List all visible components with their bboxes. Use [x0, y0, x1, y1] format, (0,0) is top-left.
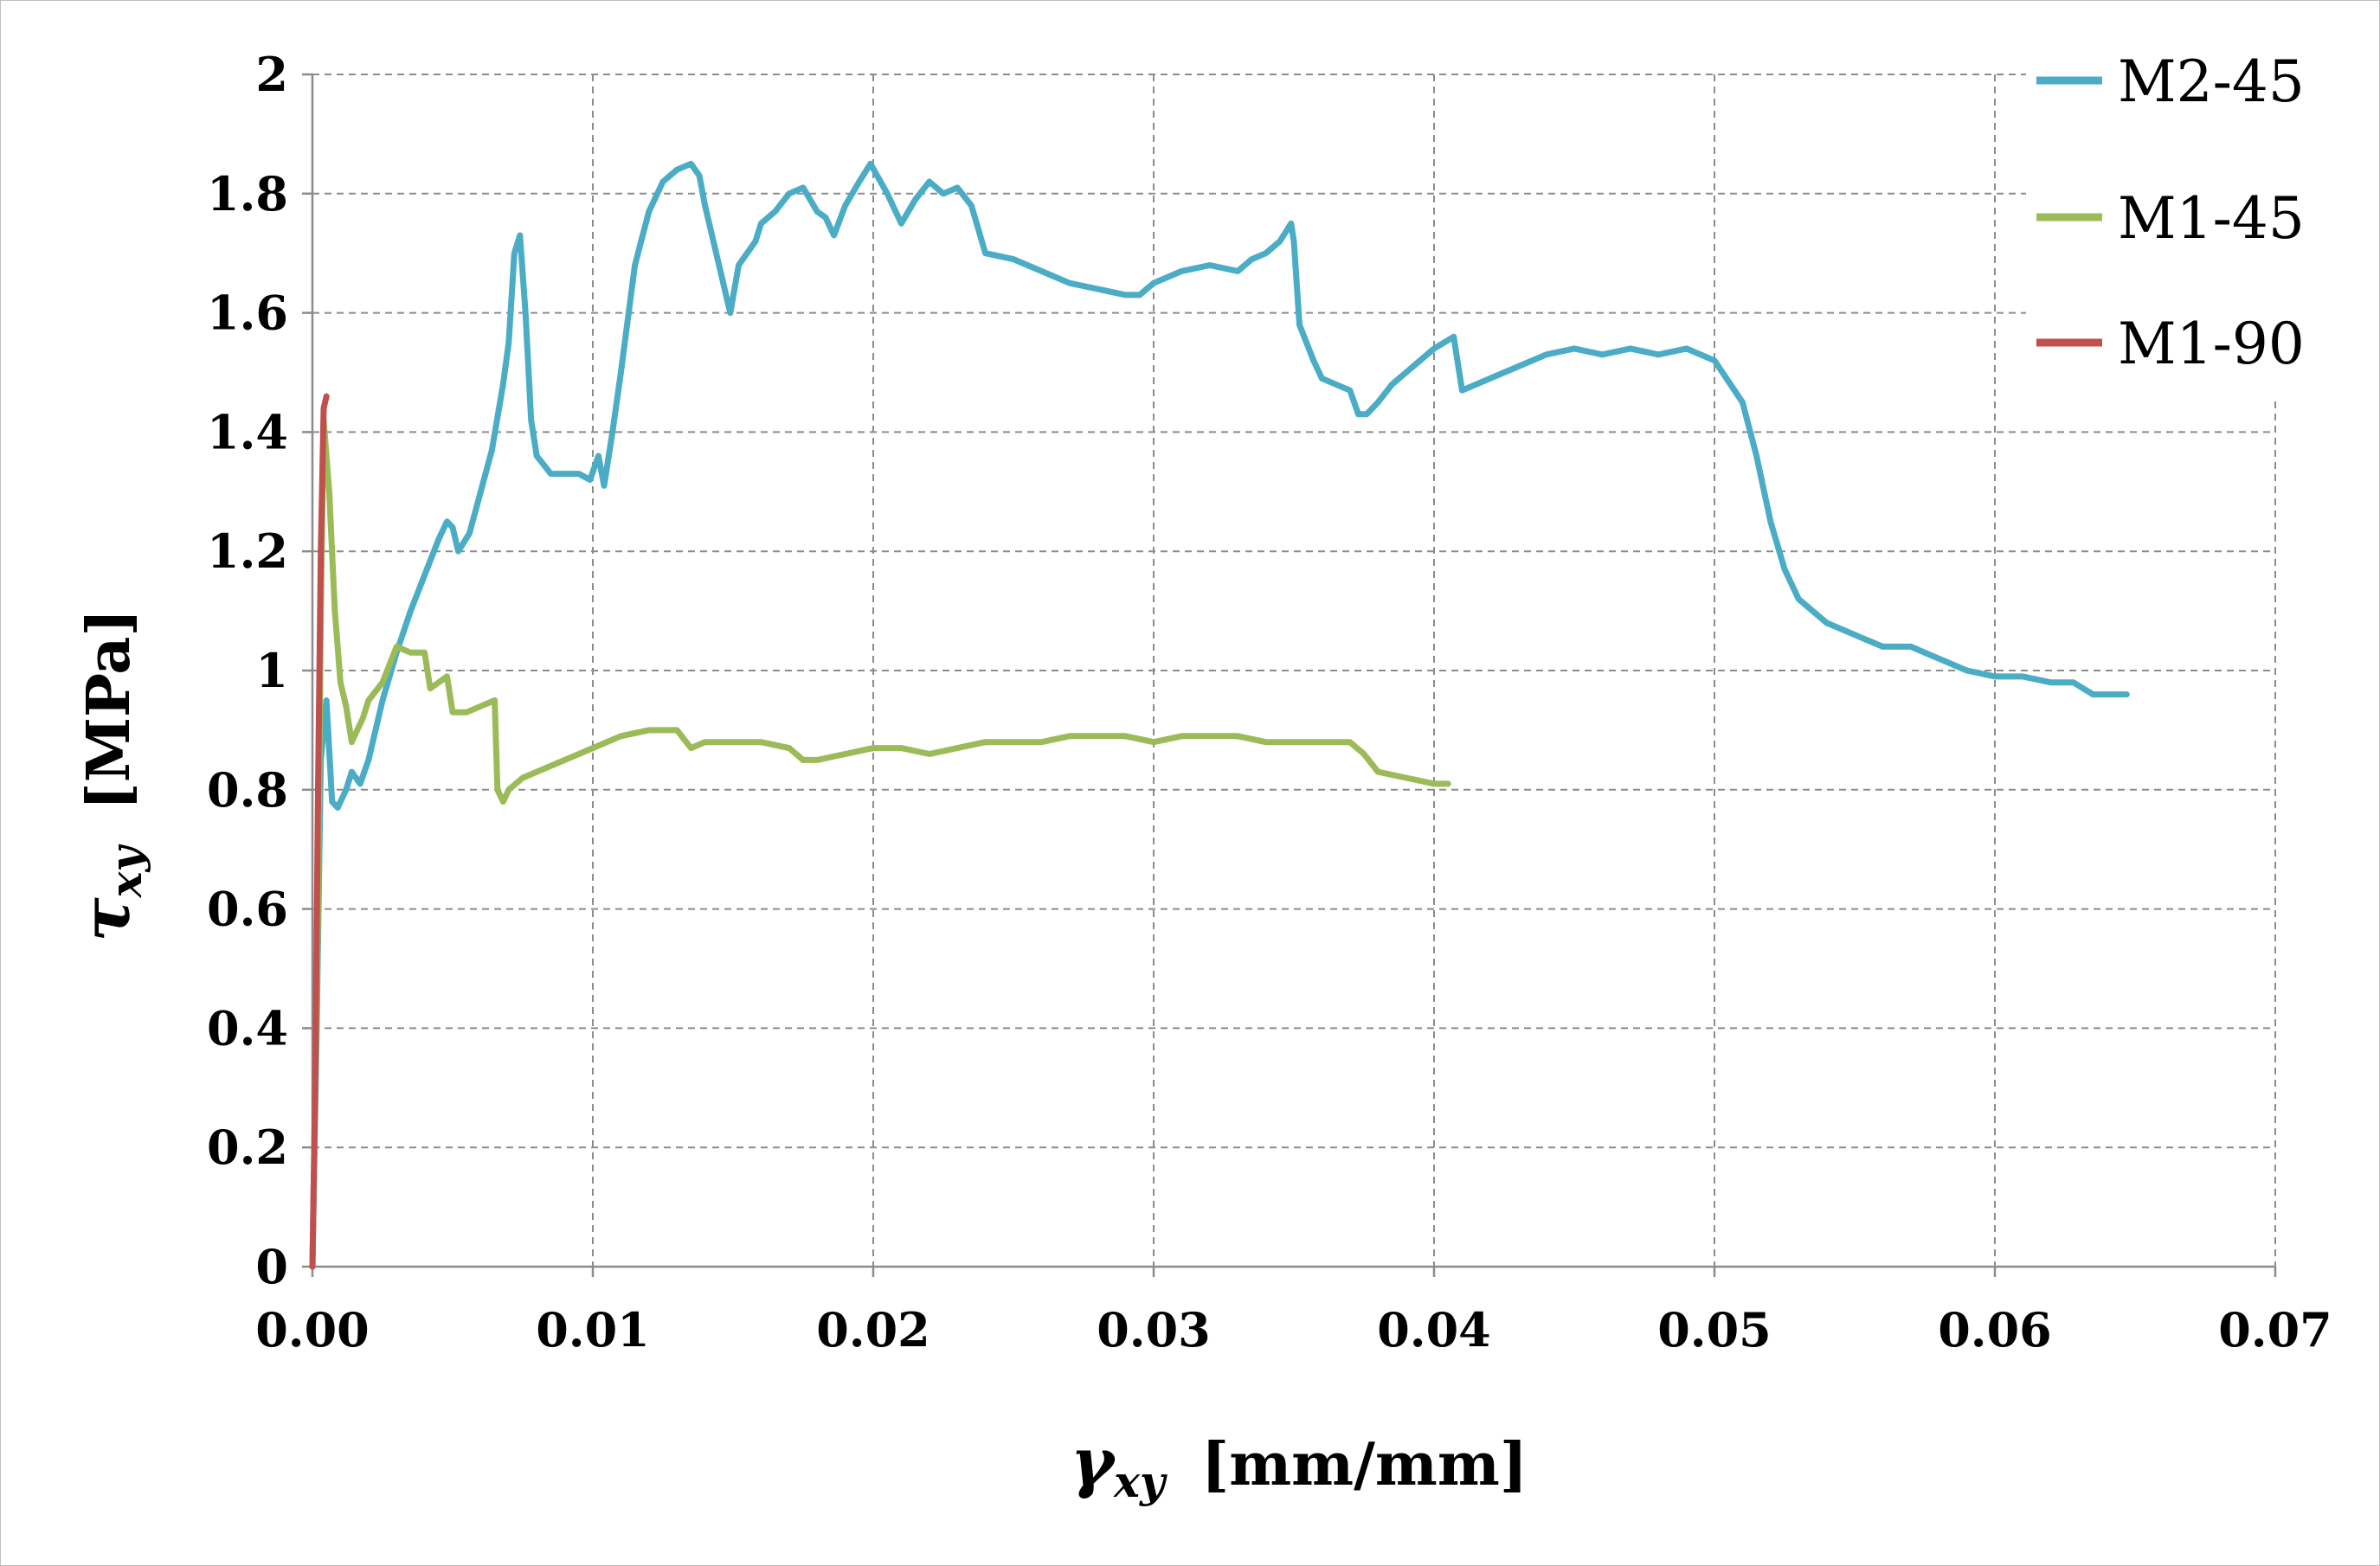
y-tick-label: 0.8 — [207, 762, 288, 818]
y-tick-label: 0.2 — [207, 1120, 288, 1175]
y-tick-label: 0 — [255, 1239, 288, 1294]
x-tick-label: 0.05 — [1657, 1302, 1772, 1357]
y-tick-label: 1 — [255, 643, 288, 698]
y-tick-labels: 0 0.2 0.4 0.6 0.8 1 1.2 1.4 1.6 1.8 2 — [207, 47, 288, 1294]
x-axis-subscript: xy — [1113, 1456, 1167, 1507]
legend-item-m1-45: M1-45 — [2036, 185, 2305, 252]
x-tick-label: 0.04 — [1377, 1302, 1491, 1357]
series-line-m2-45 — [309, 160, 2130, 1270]
legend-label-m2-45: M2-45 — [2118, 48, 2305, 115]
y-tick-label: 1.8 — [207, 166, 288, 221]
x-tick-label: 0.03 — [1097, 1302, 1211, 1357]
x-axis-title: γxy [mm/mm] — [1071, 1423, 1528, 1507]
gridlines — [312, 74, 2276, 1267]
y-tick-label: 0.4 — [207, 1000, 288, 1056]
series-line-m1-45 — [309, 417, 1451, 1270]
legend-label-m1-45: M1-45 — [2118, 185, 2305, 252]
legend: M2-45 M1-45 M1-90 — [2026, 35, 2372, 399]
x-tick-labels: 0.00 0.01 0.02 0.03 0.04 0.05 0.06 0.07 — [255, 1302, 2332, 1357]
legend-label-m1-90: M1-90 — [2118, 311, 2305, 377]
y-tick-label: 2 — [255, 47, 288, 102]
x-tick-label: 0.00 — [255, 1302, 370, 1357]
y-axis-symbol: τ — [68, 897, 145, 942]
x-tick-label: 0.07 — [2218, 1302, 2332, 1357]
y-axis-title: τxy [MPa] — [68, 608, 151, 941]
y-axis-subscript: xy — [100, 844, 151, 899]
legend-item-m2-45: M2-45 — [2036, 48, 2305, 115]
x-tick-label: 0.02 — [816, 1302, 930, 1357]
y-tick-label: 0.6 — [207, 882, 288, 937]
x-tick-label: 0.01 — [536, 1302, 650, 1357]
y-tick-label: 1.2 — [207, 523, 288, 579]
x-axis-symbol: γ — [1071, 1423, 1117, 1500]
legend-item-m1-90: M1-90 — [2036, 311, 2305, 377]
x-axis-unit: [mm/mm] — [1201, 1430, 1528, 1499]
series-layer — [309, 160, 2130, 1270]
series-line-m1-90 — [309, 393, 330, 1270]
y-tick-label: 1.4 — [207, 404, 288, 459]
y-axis-unit: [MPa] — [74, 608, 144, 810]
x-tick-label: 0.06 — [1938, 1302, 2052, 1357]
y-tick-label: 1.6 — [207, 286, 288, 341]
